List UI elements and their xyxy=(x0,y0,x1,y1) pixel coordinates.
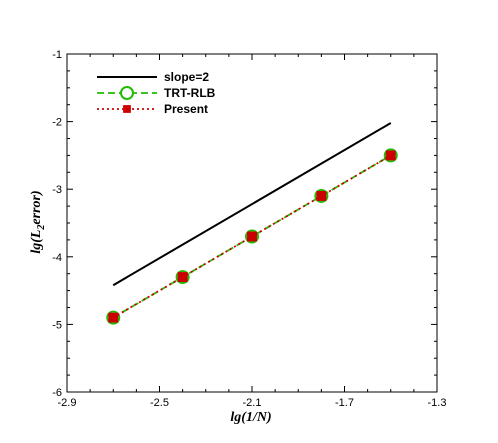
x-tick-label: -2.1 xyxy=(243,397,262,409)
legend-marker-present xyxy=(123,105,131,113)
y-axis-title-subscript: 2 xyxy=(36,225,47,231)
y-tick-label: -3 xyxy=(52,184,62,196)
data-point-present xyxy=(247,231,257,242)
y-tick-label: -4 xyxy=(52,252,62,264)
legend-marker-trt-rlb xyxy=(120,86,134,100)
series-slope-2 xyxy=(112,122,392,287)
x-tick-label: -1.3 xyxy=(428,397,447,409)
y-axis-title-rest: error) xyxy=(29,190,44,224)
y-tick-label: -6 xyxy=(52,387,62,399)
legend-label-trt-rlb: TRT-RLB xyxy=(164,86,216,100)
y-tick-label: -2 xyxy=(52,117,62,129)
x-tick-label: -1.7 xyxy=(335,397,354,409)
y-tick-label: -5 xyxy=(52,319,62,331)
legend: slope=2 TRT-RLB Present xyxy=(97,70,216,116)
x-axis-title: lg(1/N) xyxy=(230,410,271,425)
legend-label-slope-2: slope=2 xyxy=(164,70,209,84)
series-line-slope-2 xyxy=(112,122,392,287)
y-tick-label: -1 xyxy=(52,49,62,61)
data-point-present xyxy=(108,312,119,323)
plot-area xyxy=(66,53,438,393)
data-point-present xyxy=(316,191,327,201)
data-point-present xyxy=(385,150,396,161)
y-axis-title-main: lg(L xyxy=(29,230,44,254)
y-axis-title: lg(L2error) xyxy=(29,190,47,253)
legend-label-present: Present xyxy=(164,102,208,116)
data-point-present xyxy=(177,272,188,283)
x-tick-label: -2.9 xyxy=(58,397,77,409)
axis-ticks: -2.9 -2.5 -2.1 -1.7 -1.3 -6 -5 -4 -3 -2 -1 xyxy=(52,49,446,409)
series-layer xyxy=(106,122,398,325)
series-present xyxy=(108,150,396,323)
x-tick-label: -2.5 xyxy=(150,397,169,409)
plot-frame xyxy=(66,53,438,393)
